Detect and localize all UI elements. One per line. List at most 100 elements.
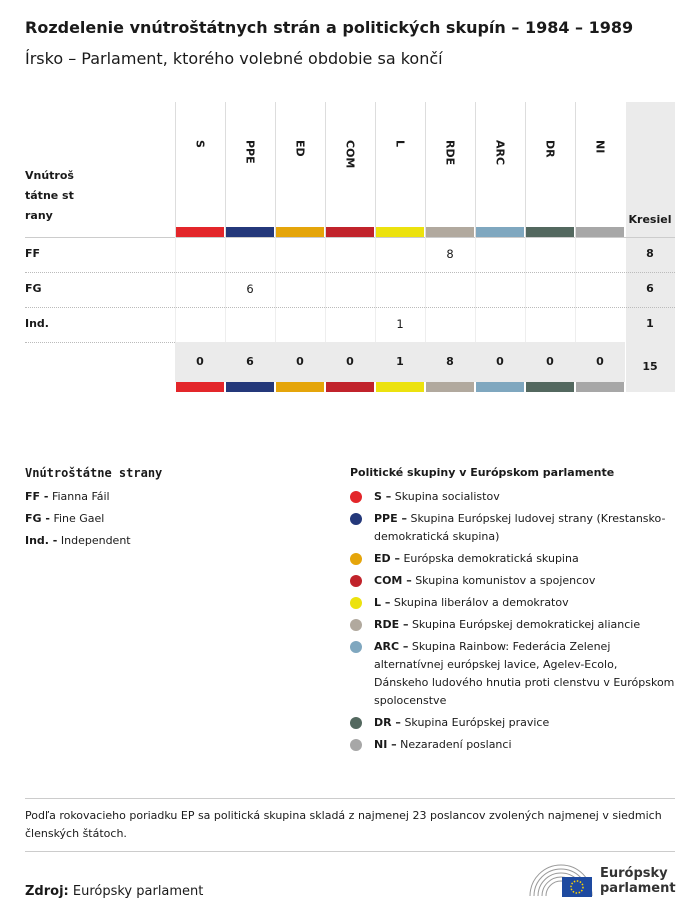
group-code: S	[193, 140, 207, 148]
logo-line: Európsky	[600, 866, 668, 881]
group-code: ARC	[493, 140, 507, 166]
group-name: Skupina komunistov a spojencov	[415, 574, 596, 587]
row-total: 1	[646, 317, 654, 330]
party-code: Ind.	[25, 317, 49, 330]
group-header: S	[175, 140, 225, 180]
group-code: COM	[343, 140, 357, 169]
color-bar	[376, 227, 424, 237]
group-entry: ARC – Skupina Rainbow: Federácia Zelenej…	[350, 638, 675, 710]
party-code: FF -	[25, 490, 49, 503]
cell-separator	[575, 307, 576, 342]
group-name: Európska demokratická skupina	[403, 552, 579, 565]
cell-separator	[525, 237, 526, 272]
cell-separator	[175, 272, 176, 307]
group-dot	[350, 491, 362, 503]
seat-count: 8	[446, 247, 454, 261]
cell-separator	[375, 237, 376, 272]
column-separator	[525, 102, 526, 237]
color-bar	[276, 227, 324, 237]
color-bar	[326, 227, 374, 237]
group-name: Skupina socialistov	[394, 490, 500, 503]
color-bar	[576, 227, 624, 237]
row-line	[25, 237, 675, 238]
group-code: S –	[374, 490, 392, 503]
cell-separator	[575, 237, 576, 272]
group-total: 0	[196, 355, 204, 368]
group-entry: DR – Skupina Európskej pravice	[350, 714, 675, 732]
cell-separator	[325, 272, 326, 307]
divider	[25, 798, 675, 799]
color-bar	[176, 382, 224, 392]
group-dot	[350, 597, 362, 609]
cell-separator	[425, 307, 426, 342]
group-entry: PPE – Skupina Európskej ludovej strany (…	[350, 510, 675, 546]
group-header: L	[375, 140, 425, 180]
parties-legend: Vnútroštátne strany FF - Fianna Fáil FG -…	[25, 466, 325, 554]
total-header: Kresiel	[628, 213, 672, 226]
cell-separator	[475, 307, 476, 342]
logo-line: parlament	[600, 881, 676, 896]
title: Rozdelenie vnútroštátnych strán a politi…	[25, 18, 634, 37]
party-name: Fine Gael	[53, 512, 105, 525]
cell-separator	[425, 272, 426, 307]
group-header: NI	[575, 140, 625, 180]
row-total: 8	[646, 247, 654, 260]
cell-separator	[325, 307, 326, 342]
cell-separator	[175, 237, 176, 272]
group-entry: ED – Európska demokratická skupina	[350, 550, 675, 568]
group-total: 0	[546, 355, 554, 368]
groups-legend: Politické skupiny v Európskom parlamente…	[350, 466, 675, 758]
color-bar	[426, 227, 474, 237]
group-code: DR	[543, 140, 557, 158]
cell-separator	[425, 237, 426, 272]
party-code: FG	[25, 282, 42, 295]
subtitle: Írsko – Parlament, ktorého volebné obdob…	[25, 49, 443, 68]
party-list: FF - Fianna Fáil FG - Fine Gael Ind. - Ind…	[25, 488, 325, 550]
group-total: 0	[496, 355, 504, 368]
logo-text: Európsky parlament	[600, 866, 676, 896]
column-separator	[425, 102, 426, 237]
group-header: RDE	[425, 140, 475, 180]
column-separator	[475, 102, 476, 237]
color-bar	[576, 382, 624, 392]
group-entry: NI – Nezaradení poslanci	[350, 736, 675, 754]
group-dot	[350, 619, 362, 631]
column-separator	[175, 102, 176, 237]
party-entry: FF - Fianna Fáil	[25, 488, 325, 506]
group-code: ARC –	[374, 640, 409, 653]
row-line	[25, 272, 675, 273]
group-name: Skupina Európskej pravice	[404, 716, 550, 729]
cell-separator	[175, 307, 176, 342]
group-entry: S – Skupina socialistov	[350, 488, 675, 506]
group-total: 0	[596, 355, 604, 368]
color-bar	[526, 382, 574, 392]
group-code: RDE –	[374, 618, 409, 631]
source: Zdroj: Európsky parlament	[25, 884, 203, 899]
cell-separator	[475, 237, 476, 272]
color-bar	[226, 227, 274, 237]
party-code: FG -	[25, 512, 50, 525]
divider	[25, 851, 675, 852]
column-separator	[375, 102, 376, 237]
color-bar	[526, 227, 574, 237]
party-code: FF	[25, 247, 41, 260]
group-code: PPE –	[374, 512, 407, 525]
grand-total: 15	[642, 360, 658, 373]
legend-title: Vnútroštátne strany	[25, 466, 163, 480]
column-separator	[325, 102, 326, 237]
color-bar	[326, 382, 374, 392]
group-header: COM	[325, 140, 375, 180]
group-total: 0	[346, 355, 354, 368]
group-name: Skupina Rainbow: Federácia Zelenej alter…	[374, 640, 675, 707]
group-dot	[350, 739, 362, 751]
group-entry: L – Skupina liberálov a demokratov	[350, 594, 675, 612]
cell-separator	[375, 307, 376, 342]
column-separator	[275, 102, 276, 237]
group-dot	[350, 717, 362, 729]
group-code: L	[393, 140, 407, 148]
party-name: Independent	[60, 534, 131, 547]
color-bar	[276, 382, 324, 392]
cell-separator	[525, 307, 526, 342]
group-code: L –	[374, 596, 391, 609]
cell-separator	[225, 272, 226, 307]
